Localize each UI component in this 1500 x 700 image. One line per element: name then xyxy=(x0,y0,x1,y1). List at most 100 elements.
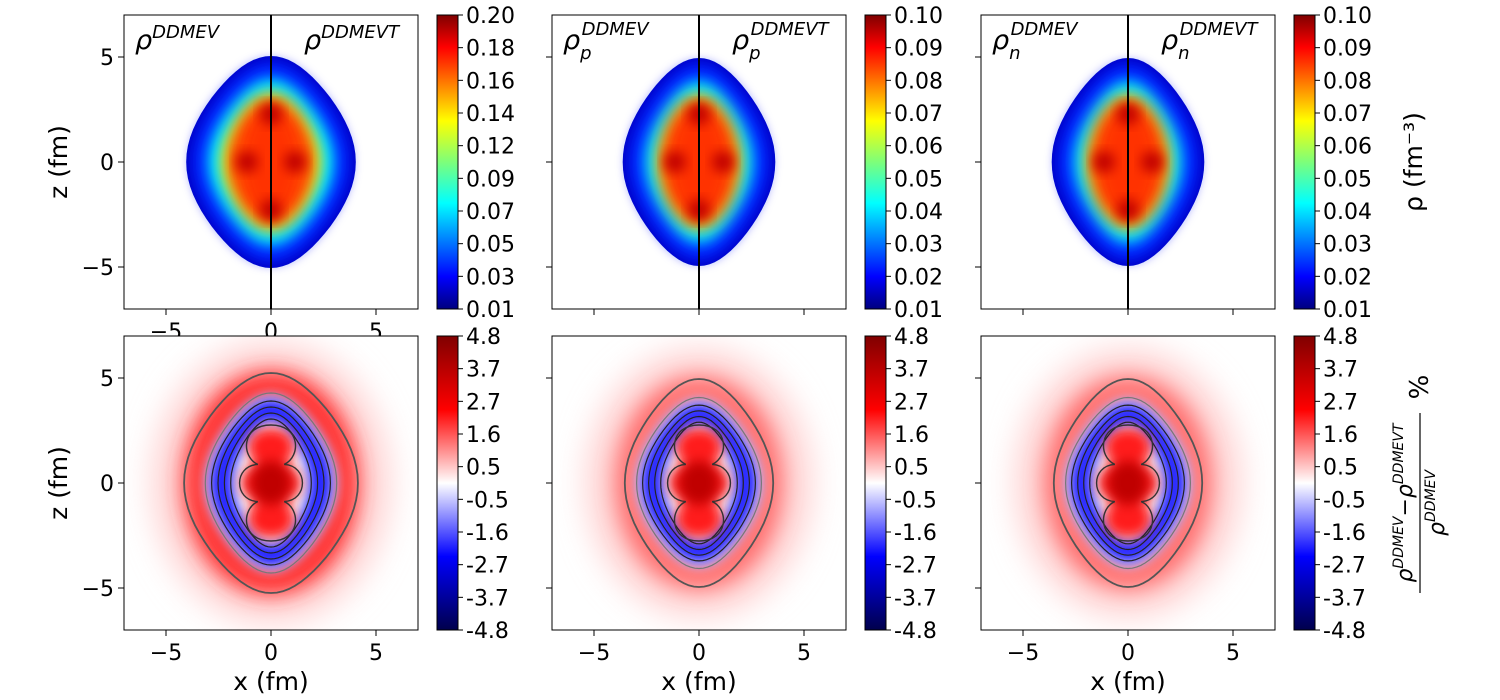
panel-proton-density: ρpDDMEV ρpDDMEVT0.100.090.080.070.060.050… xyxy=(546,4,943,323)
colorbar-tick-label: 0.12 xyxy=(466,135,515,160)
contour-line xyxy=(217,406,325,560)
colorbar xyxy=(864,14,887,310)
colorbar-tick-label: 0.10 xyxy=(1323,4,1372,29)
y-tick-label: 0 xyxy=(100,472,114,497)
panel-proton-difference: −5 0 5 x (fm) 4.8 3.7 2.7 1.6 0.5 -0.5 -1.6 -2.7 -3.… xyxy=(546,325,937,696)
colorbar-tick-label: 1.6 xyxy=(1323,423,1358,448)
colorbar-tick-label: 0.07 xyxy=(466,200,515,225)
positive-core-peak xyxy=(679,461,719,505)
contour-line xyxy=(1089,421,1167,545)
contour-line xyxy=(1083,415,1173,551)
contour-line xyxy=(1064,396,1192,570)
contour-line xyxy=(666,424,732,542)
x-tick-label: −5 xyxy=(578,641,610,666)
colorbar-tick-label: 0.20 xyxy=(466,4,515,29)
positive-core-peak xyxy=(1108,461,1148,505)
panel-neutron-difference: −5 0 5 x (fm) 4.8 3.7 2.7 1.6 0.5 -0.5 -1.6 -2.7 -3.… xyxy=(975,325,1450,696)
symbol-superscript: DDMEV xyxy=(152,22,221,43)
colorbar-tick-label: 3.7 xyxy=(894,358,929,383)
colorbar-tick-label: 0.03 xyxy=(466,265,515,290)
colorbar xyxy=(436,335,459,631)
symbol-superscript: DDMEV xyxy=(582,19,651,40)
colorbar-tick-label: 0.07 xyxy=(894,102,943,127)
symbol-subscript: p xyxy=(748,43,760,64)
colorbar-tick-label: 0.07 xyxy=(1323,102,1372,127)
colorbar-tick-label: 0.18 xyxy=(466,37,515,62)
right-density-symbol: ρDDMEVT xyxy=(304,22,401,56)
colorbar-tick-label: -3.7 xyxy=(894,586,937,611)
heatmap-image xyxy=(153,343,389,623)
colorbar-tick-label: -4.8 xyxy=(1323,619,1366,644)
colorbar-tick-label: -1.6 xyxy=(1323,521,1366,546)
colorbar-tick-label: 4.8 xyxy=(1323,325,1358,350)
symbol-subscript: n xyxy=(1178,43,1189,64)
colorbar-tick-label: -4.8 xyxy=(466,619,509,644)
colorbar-tick-label: 0.06 xyxy=(1323,135,1372,160)
colorbar-tick-label: 0.06 xyxy=(894,135,943,160)
y-axis-label: z (fm) xyxy=(44,446,73,520)
density-peak-4 xyxy=(712,151,734,173)
contour-line xyxy=(230,418,312,548)
colorbar-tick-label: 2.7 xyxy=(1323,390,1358,415)
colorbar-tick-label: -1.6 xyxy=(466,521,509,546)
label-part: DDMEV xyxy=(1423,469,1439,522)
symbol-superscript: DDMEVT xyxy=(1180,19,1260,40)
colorbar-tick-label: 1.6 xyxy=(894,423,929,448)
contour-line xyxy=(223,412,319,554)
colorbar-tick-label: -1.6 xyxy=(894,521,937,546)
colorbar-tick-label: -0.5 xyxy=(466,488,509,513)
colorbar xyxy=(436,14,459,310)
y-tick-label: 5 xyxy=(100,367,114,392)
contour-line xyxy=(660,421,738,545)
contour-line xyxy=(1052,378,1204,588)
colorbar-tick-label: 0.02 xyxy=(894,265,943,290)
contour-line xyxy=(204,392,338,574)
contour-line xyxy=(238,424,304,542)
colorbar-tick-label: 1.6 xyxy=(466,423,501,448)
y-tick-label: 0 xyxy=(100,151,114,176)
colorbar-tick-label: 0.01 xyxy=(1323,298,1372,323)
colorbar-tick-label: 2.7 xyxy=(466,390,501,415)
panel-total-density: ρDDMEV ρDDMEVT−5 0 550−5z (fm)0.200.180.160… xyxy=(44,4,515,345)
colorbar-tick-label: 0.03 xyxy=(894,233,943,258)
x-tick-label: 0 xyxy=(264,641,278,666)
colorbar xyxy=(1293,14,1316,310)
x-axis-label: x (fm) xyxy=(1090,667,1165,696)
colorbar-tick-label: 3.7 xyxy=(466,358,501,383)
contour-line xyxy=(641,404,757,562)
colorbar-tick-label: -3.7 xyxy=(466,586,509,611)
colorbar-tick-label: 0.09 xyxy=(466,167,515,192)
symbol-base: ρ xyxy=(1161,25,1178,56)
contour-line xyxy=(183,372,359,594)
x-tick-label: 5 xyxy=(369,641,383,666)
symbol-superscript: DDMEVT xyxy=(321,22,401,43)
label-part: DDMEVT xyxy=(1391,422,1407,484)
density-peak-4 xyxy=(284,151,306,173)
contour-line xyxy=(647,410,751,556)
density-peak-3 xyxy=(1093,151,1115,173)
label-part: ρ xyxy=(1425,522,1450,536)
colorbar-tick-label: 0.5 xyxy=(1323,456,1358,481)
x-tick-label: 5 xyxy=(1226,641,1240,666)
y-tick-label: −5 xyxy=(82,577,114,602)
symbol-base: ρ xyxy=(732,25,749,56)
symbol-subscript: p xyxy=(579,43,591,64)
colorbar-tick-label: 4.8 xyxy=(466,325,501,350)
contour-line xyxy=(1077,410,1179,556)
contour-line xyxy=(623,378,775,588)
heatmap-image xyxy=(586,350,812,616)
symbol-subscript: n xyxy=(1009,43,1020,64)
density-peak-4 xyxy=(1141,151,1163,173)
y-tick-label: 5 xyxy=(100,46,114,71)
label-denominator: ρDDMEV xyxy=(1423,469,1450,536)
colorbar-tick-label: 0.03 xyxy=(1323,233,1372,258)
colorbar-tick-label: 4.8 xyxy=(894,325,929,350)
contour-line xyxy=(1070,404,1186,562)
right-density-symbol: ρp DDMEVT xyxy=(732,19,831,64)
panel-total-difference: −5 0 5 5 0 −5 x (fm) z (fm) 4.8 3.7 2.7 1.6 0.5 -0.5 -… xyxy=(44,325,509,696)
colorbar-tick-label: -2.7 xyxy=(466,554,509,579)
colorbar-tick-label: 0.08 xyxy=(1323,69,1372,94)
symbol-base: ρ xyxy=(304,25,321,56)
colorbar xyxy=(864,335,887,631)
symbol-base: ρ xyxy=(992,25,1009,56)
